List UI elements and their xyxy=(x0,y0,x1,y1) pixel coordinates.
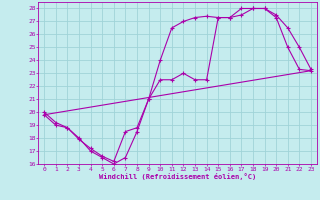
X-axis label: Windchill (Refroidissement éolien,°C): Windchill (Refroidissement éolien,°C) xyxy=(99,173,256,180)
